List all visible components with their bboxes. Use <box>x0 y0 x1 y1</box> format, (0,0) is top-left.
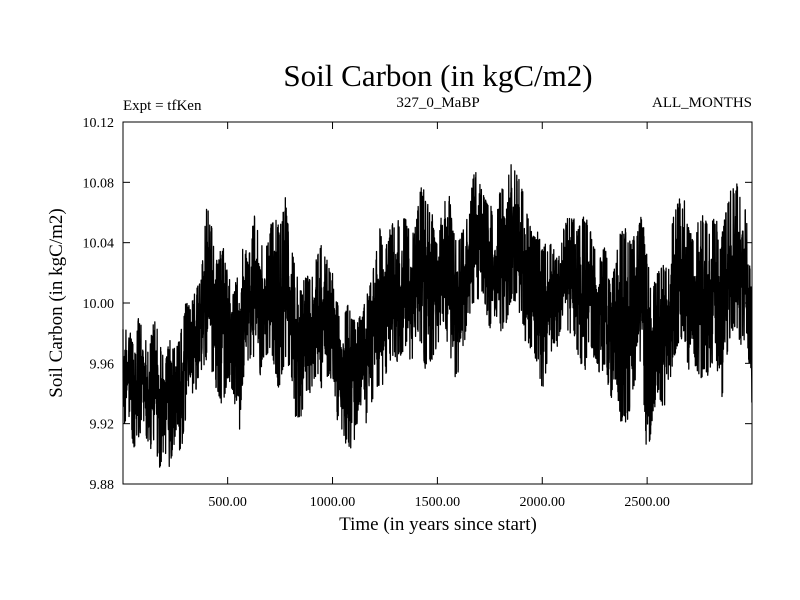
y-tick-label: 10.08 <box>83 176 115 191</box>
x-axis-label: Time (in years since start) <box>339 514 537 535</box>
x-tick-label: 1000.00 <box>310 495 356 510</box>
y-tick-label: 10.12 <box>83 116 115 131</box>
months-label: ALL_MONTHS <box>652 95 752 111</box>
y-tick-label: 9.92 <box>90 418 115 433</box>
experiment-label: Expt = tfKen <box>123 98 202 114</box>
y-tick-label: 10.04 <box>83 237 115 252</box>
plot-data <box>122 164 753 468</box>
x-tick-label: 500.00 <box>208 495 247 510</box>
x-tick-label: 1500.00 <box>415 495 461 510</box>
x-tick-label: 2500.00 <box>624 495 670 510</box>
chart-title: Soil Carbon (in kgC/m2) <box>283 58 592 93</box>
soil-carbon-series <box>122 164 753 468</box>
x-tick-label: 2000.00 <box>520 495 566 510</box>
y-axis-label: Soil Carbon (in kgC/m2) <box>46 208 67 397</box>
axis-ticks: 500.00 1000.00 1500.00 2000.00 2500.00 9.88 9.… <box>83 116 752 510</box>
y-tick-label: 10.00 <box>83 297 115 312</box>
y-tick-label: 9.88 <box>90 478 115 493</box>
period-label: 327_0_MaBP <box>396 95 479 111</box>
y-tick-label: 9.96 <box>90 357 115 372</box>
